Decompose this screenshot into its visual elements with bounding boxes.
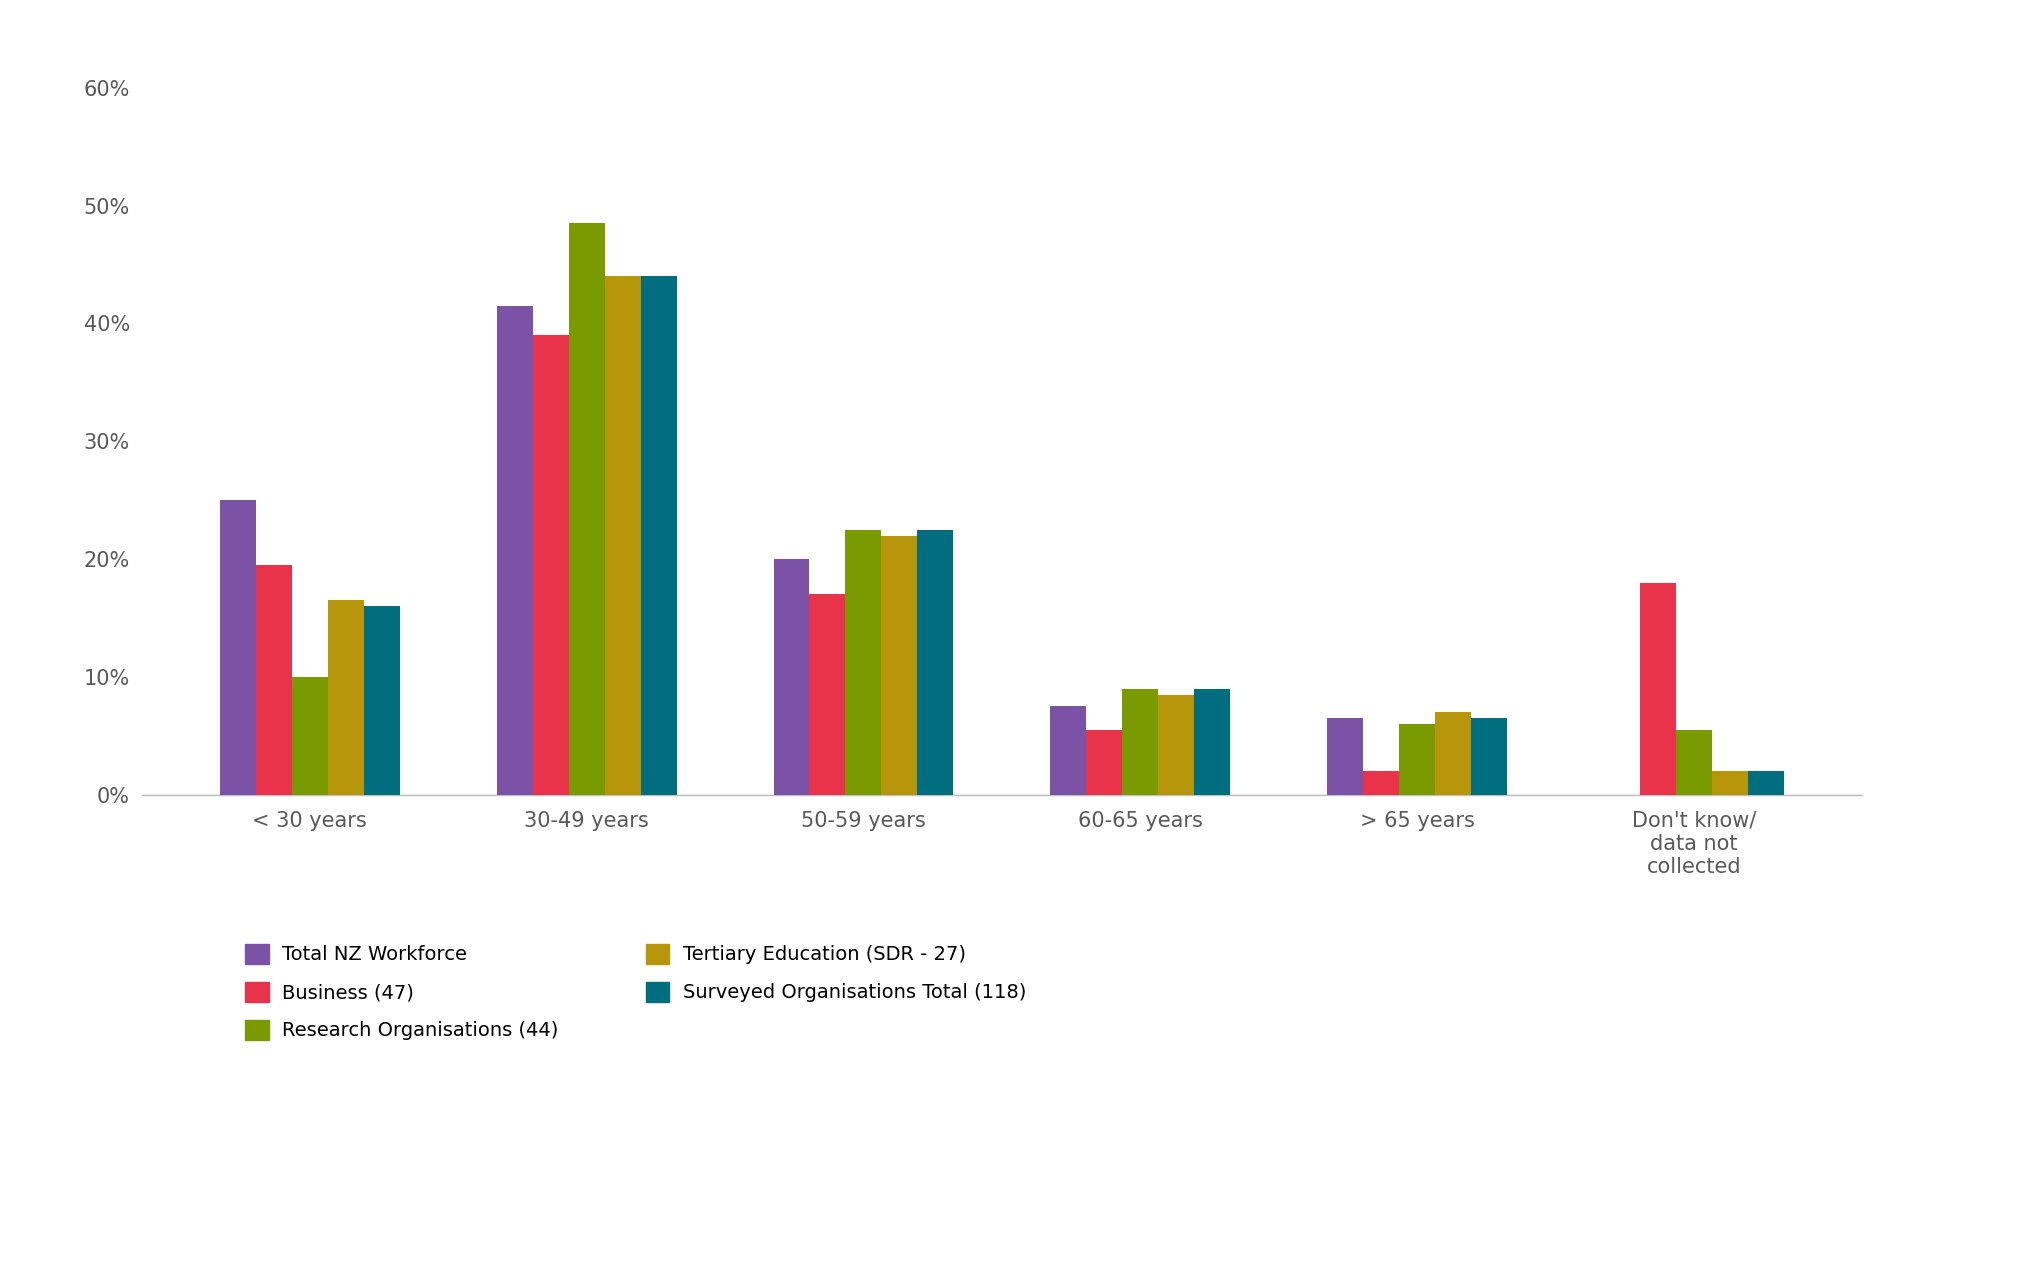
Bar [532, 335, 568, 795]
Bar [1675, 729, 1711, 795]
Bar [1086, 729, 1121, 795]
Bar [291, 677, 328, 795]
Legend: Total NZ Workforce, Business (47), Research Organisations (44), Tertiary Educati: Total NZ Workforce, Business (47), Resea… [237, 936, 1034, 1049]
Bar [916, 529, 953, 795]
Bar [1157, 695, 1194, 795]
Bar [605, 276, 641, 795]
Bar [846, 529, 882, 795]
Bar [1639, 583, 1675, 795]
Bar [221, 500, 255, 795]
Bar [1434, 713, 1471, 795]
Bar [1711, 772, 1748, 795]
Bar [1398, 724, 1434, 795]
Bar [773, 559, 809, 795]
Bar [641, 276, 676, 795]
Bar [1327, 718, 1361, 795]
Bar [1471, 718, 1507, 795]
Bar [568, 223, 605, 795]
Bar [1748, 772, 1782, 795]
Bar [364, 606, 401, 795]
Bar [1121, 688, 1157, 795]
Bar [1361, 772, 1398, 795]
Bar [328, 600, 364, 795]
Bar [1050, 706, 1086, 795]
Bar [809, 595, 846, 795]
Bar [496, 305, 532, 795]
Bar [1194, 688, 1230, 795]
Bar [255, 565, 291, 795]
Bar [882, 536, 916, 795]
